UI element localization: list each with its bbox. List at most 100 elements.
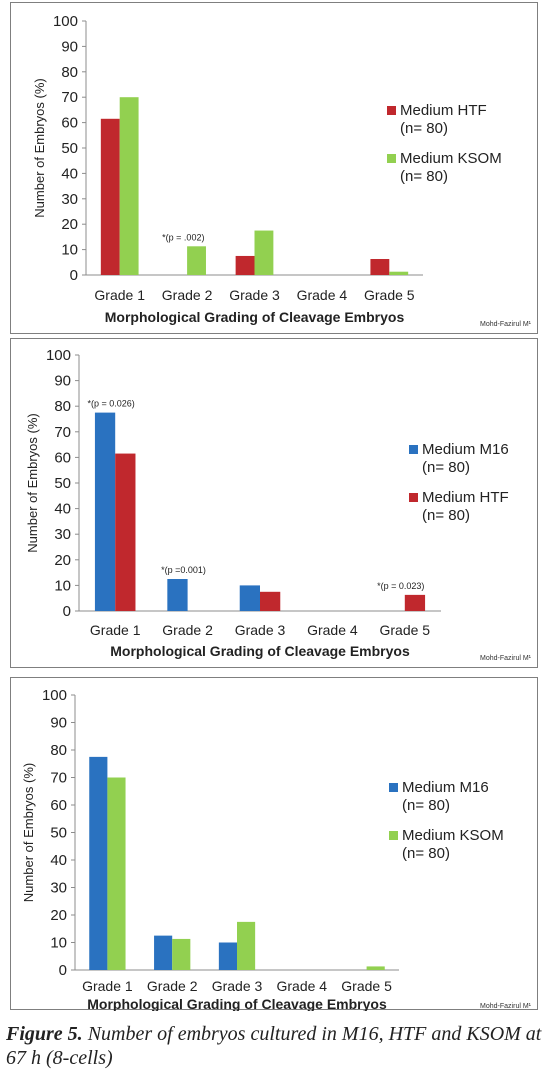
y-tick-label: 30	[54, 526, 71, 543]
bar-medium-ksom-grade-5	[366, 966, 385, 970]
legend-n-label: (n= 80)	[422, 459, 470, 476]
x-tick-label: Grade 2	[162, 622, 213, 638]
x-tick-label: Grade 1	[94, 287, 145, 303]
bar-chart-htf-vs-ksom: 0 10 20 30 40 50 60 70 80 90 100 Number of Embryos …	[32, 13, 532, 328]
legend-n-label: (n= 80)	[402, 845, 450, 862]
x-tick-label: Grade 5	[364, 287, 415, 303]
bar-medium-htf-grade-3	[260, 591, 281, 611]
legend-label: Medium KSOM	[400, 150, 502, 167]
y-tick-label: 60	[50, 797, 67, 814]
x-tick-label: Grade 4	[277, 978, 328, 994]
legend-n-label: (n= 80)	[400, 168, 448, 185]
legend-label: Medium HTF	[422, 489, 509, 506]
y-tick-label: 10	[50, 935, 67, 952]
x-axis-title: Morphological Grading of Cleavage Embryo…	[87, 996, 387, 1011]
y-tick-label: 20	[54, 552, 71, 569]
chart-panel-m16-vs-htf: 0 10 20 30 40 50 60 70 80 90 100 Number of Embryos …	[10, 338, 538, 668]
bar-medium-ksom-grade-2	[187, 246, 206, 275]
y-tick-label: 30	[61, 191, 78, 208]
bar-medium-ksom-grade-3	[237, 921, 256, 970]
significance-annotation: *(p = 0.023)	[377, 581, 424, 591]
legend-swatch	[387, 106, 396, 115]
chart-panel-htf-vs-ksom: 0 10 20 30 40 50 60 70 80 90 100 Number of Embryos …	[10, 2, 538, 334]
legend-swatch	[389, 831, 398, 840]
bar-medium-ksom-grade-2	[172, 938, 191, 970]
figure-caption: Figure 5. Number of embryos cultured in …	[6, 1022, 542, 1070]
bar-medium-htf-grade-5	[404, 594, 426, 611]
credit-label: Mohd-Fazirul M¹	[480, 1003, 532, 1010]
bar-medium-ksom-grade-1	[119, 97, 139, 275]
bar-chart-m16-vs-ksom: 0 10 20 30 40 50 60 70 80 90 100 Number of Embryos …	[21, 687, 532, 1011]
y-axis-title: Number of Embryos (%)	[32, 78, 47, 217]
figure-caption-text: Number of embryos cultured in M16, HTF a…	[6, 1023, 542, 1069]
legend-n-label: (n= 80)	[400, 120, 448, 137]
bar-medium-htf-grade-1	[100, 118, 120, 275]
significance-annotation: *(p = .002)	[162, 232, 204, 242]
bar-medium-m16-grade-2	[167, 579, 188, 611]
bar-medium-ksom-grade-3	[254, 230, 274, 275]
y-tick-label: 100	[42, 687, 67, 704]
bar-medium-htf-grade-1	[115, 453, 136, 611]
y-tick-label: 70	[50, 770, 67, 787]
y-tick-label: 0	[63, 603, 71, 620]
legend-swatch	[387, 154, 396, 163]
bar-chart-m16-vs-htf: 0 10 20 30 40 50 60 70 80 90 100 Number of Embryos …	[25, 347, 532, 662]
y-tick-label: 20	[61, 216, 78, 233]
legend-swatch	[409, 493, 418, 502]
y-tick-label: 70	[54, 424, 71, 441]
y-tick-label: 90	[50, 715, 67, 732]
y-tick-label: 100	[53, 13, 78, 30]
credit-label: Mohd-Fazirul M¹	[480, 655, 532, 662]
legend-n-label: (n= 80)	[422, 507, 470, 524]
y-tick-label: 70	[61, 89, 78, 106]
y-axis-title: Number of Embryos (%)	[25, 413, 40, 552]
legend-label: Medium KSOM	[402, 827, 504, 844]
x-tick-label: Grade 1	[82, 978, 133, 994]
y-tick-label: 50	[54, 475, 71, 492]
x-tick-label: Grade 3	[229, 287, 280, 303]
bar-medium-m16-grade-3	[239, 585, 260, 611]
significance-annotation: *(p = 0.026)	[88, 399, 135, 409]
y-axis-title: Number of Embryos (%)	[21, 763, 36, 902]
x-tick-label: Grade 3	[235, 622, 286, 638]
legend-label: Medium M16	[422, 441, 509, 458]
y-tick-label: 20	[50, 907, 67, 924]
y-tick-label: 0	[59, 962, 67, 979]
y-tick-label: 30	[50, 880, 67, 897]
x-tick-label: Grade 5	[380, 622, 431, 638]
credit-label: Mohd-Fazirul M¹	[480, 321, 532, 328]
y-tick-label: 80	[54, 398, 71, 415]
legend-label: Medium M16	[402, 779, 489, 796]
x-axis-title: Morphological Grading of Cleavage Embryo…	[105, 309, 405, 325]
y-tick-label: 50	[61, 140, 78, 157]
y-tick-label: 50	[50, 825, 67, 842]
y-tick-label: 40	[61, 165, 78, 182]
y-tick-label: 90	[54, 373, 71, 390]
y-tick-label: 10	[54, 577, 71, 594]
x-tick-label: Grade 4	[297, 287, 348, 303]
y-tick-label: 80	[61, 64, 78, 81]
legend-label: Medium HTF	[400, 102, 487, 119]
bar-medium-m16-grade-3	[218, 942, 237, 970]
x-tick-label: Grade 3	[212, 978, 263, 994]
y-tick-label: 80	[50, 742, 67, 759]
bar-medium-m16-grade-1	[94, 412, 116, 611]
x-axis-title: Morphological Grading of Cleavage Embryo…	[110, 643, 410, 659]
y-tick-label: 40	[54, 501, 71, 518]
y-tick-label: 0	[70, 267, 78, 284]
chart-panel-m16-vs-ksom: 0 10 20 30 40 50 60 70 80 90 100 Number of Embryos …	[10, 677, 538, 1011]
x-tick-label: Grade 5	[341, 978, 392, 994]
x-tick-label: Grade 2	[147, 978, 198, 994]
y-tick-label: 100	[46, 347, 71, 364]
significance-annotation: *(p =0.001)	[161, 565, 206, 575]
y-tick-label: 60	[54, 449, 71, 466]
figure-label: Figure 5.	[6, 1023, 83, 1045]
bar-medium-m16-grade-1	[89, 756, 108, 970]
bar-medium-htf-grade-5	[370, 258, 390, 275]
y-tick-label: 90	[61, 38, 78, 55]
x-tick-label: Grade 2	[162, 287, 213, 303]
legend-n-label: (n= 80)	[402, 797, 450, 814]
y-tick-label: 10	[61, 242, 78, 259]
bar-medium-htf-grade-3	[235, 255, 255, 275]
x-tick-label: Grade 4	[307, 622, 358, 638]
